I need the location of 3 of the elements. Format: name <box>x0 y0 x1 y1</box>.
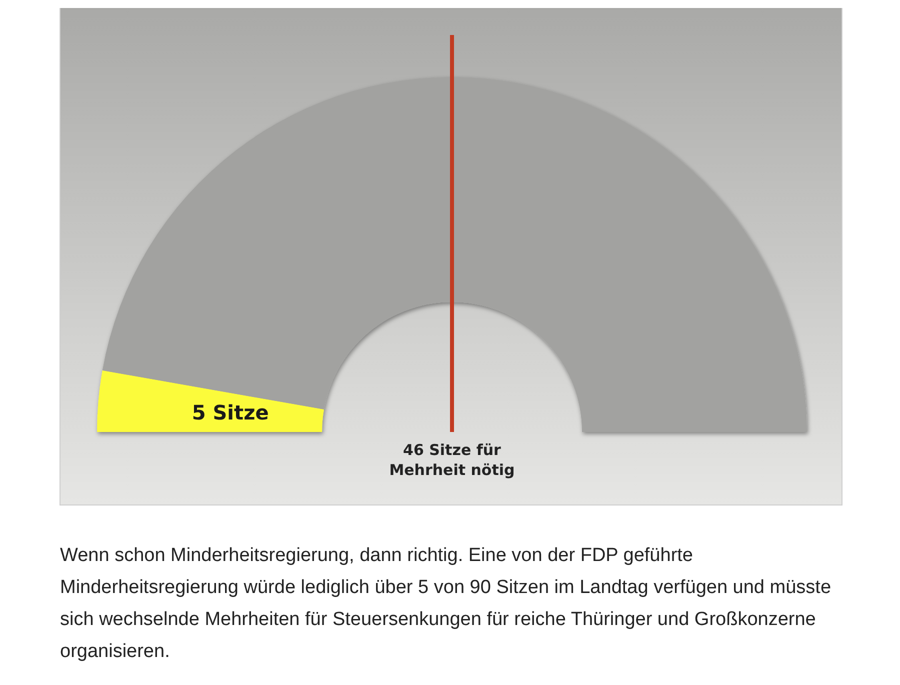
text: 46 Sitze für Mehrheit nötig <box>389 441 515 479</box>
text: Wenn schon Minderheitsregierung, dann richtig. Eine von der FDP geführte Minderheitsregierung würde lediglich über 5 von 90 Sitzen im Landtag verfügen und müsste sich wechselnde Mehrheiten für Steuersenkungen für reiche Thüringer und Großkonzerne organisieren. <box>60 544 832 664</box>
data-label: 5 Sitze <box>192 400 269 425</box>
